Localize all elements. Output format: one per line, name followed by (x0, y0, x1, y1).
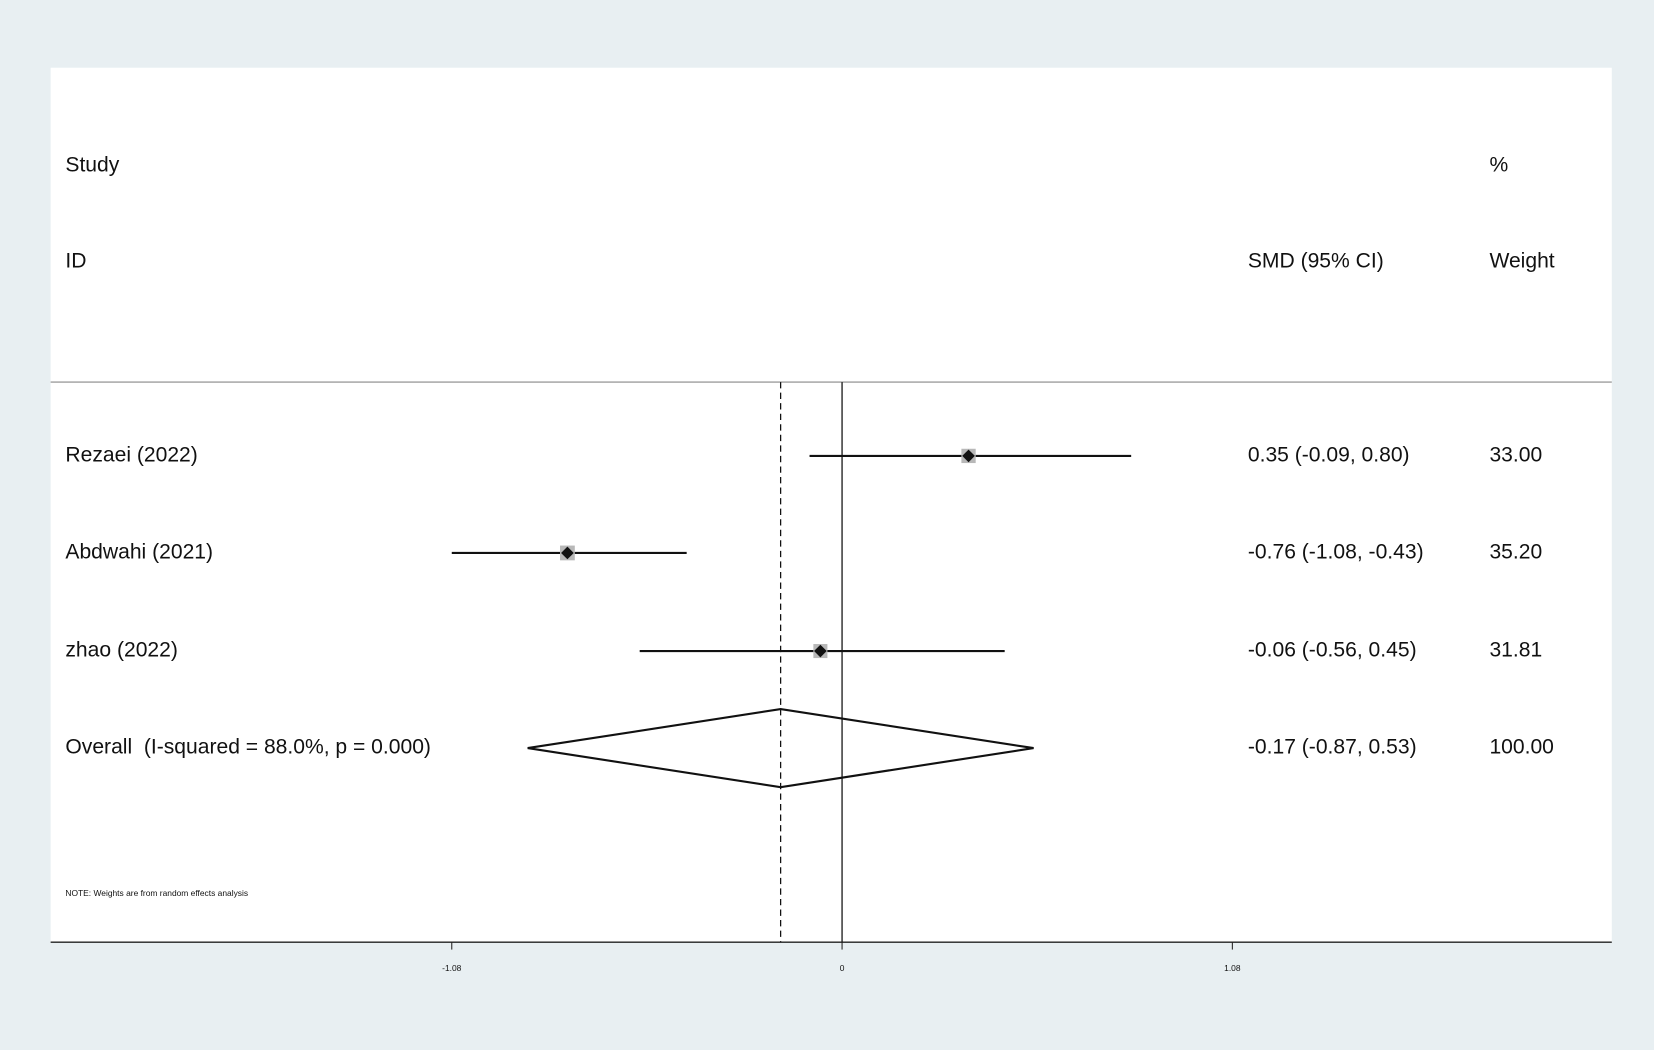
overall-diamond (527, 708, 1034, 789)
header-id: ID (65, 249, 86, 272)
x-tick-label: 1.08 (1224, 963, 1241, 973)
overall-weight-label: 100.00 (1489, 736, 1553, 759)
header-weight: Weight (1489, 249, 1554, 272)
study-label: Rezaei (2022) (65, 443, 197, 466)
x-tick-label: 0 (840, 963, 845, 973)
header-effect: SMD (95% CI) (1248, 249, 1384, 272)
weight-label: 31.81 (1489, 639, 1542, 662)
point-estimate (561, 546, 574, 560)
point-estimate (814, 644, 827, 658)
note: NOTE: Weights are from random effects an… (65, 888, 248, 898)
weight-label: 33.00 (1489, 443, 1542, 466)
x-tick-label: -1.08 (442, 963, 462, 973)
overall-effect-label: -0.17 (-0.87, 0.53) (1248, 736, 1417, 759)
study-label: zhao (2022) (65, 639, 178, 662)
effect-label: -0.06 (-0.56, 0.45) (1248, 639, 1417, 662)
plot-panel (50, 67, 1612, 943)
effect-label: 0.35 (-0.09, 0.80) (1248, 443, 1410, 466)
study-label: Abdwahi (2021) (65, 541, 213, 564)
overall-label: Overall (I-squared = 88.0%, p = 0.000) (65, 736, 431, 759)
effect-label: -0.76 (-1.08, -0.43) (1248, 541, 1424, 564)
point-estimate (962, 449, 975, 463)
header-percent: % (1489, 153, 1508, 176)
weight-label: 35.20 (1489, 541, 1542, 564)
header-study: Study (65, 153, 119, 176)
